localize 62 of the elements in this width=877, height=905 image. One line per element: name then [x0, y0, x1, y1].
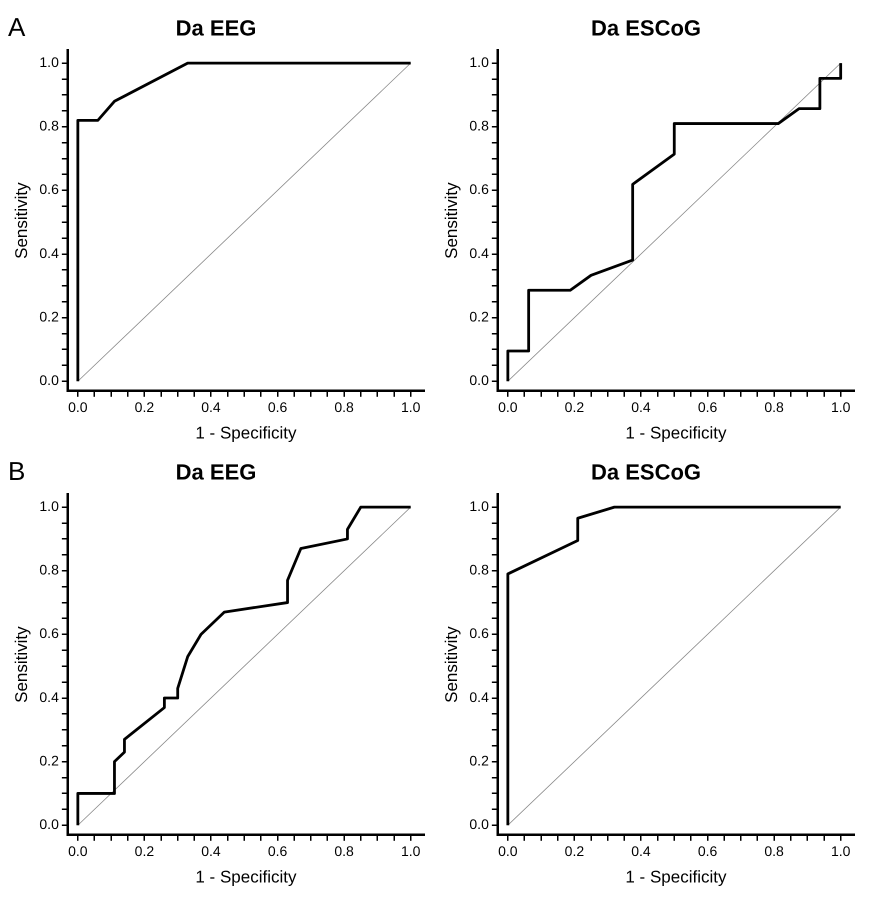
x-tick-label: 0.2 — [134, 843, 154, 860]
y-tick-label: 0.4 — [39, 244, 60, 261]
x-tick-label: 0.6 — [698, 843, 718, 860]
y-tick-label: 0.8 — [39, 562, 60, 578]
x-tick-label: 0.0 — [68, 843, 88, 860]
y-tick-label: 0.2 — [39, 752, 60, 768]
y-axis-title: Sensitivity — [12, 182, 31, 259]
y-tick-label: 1.0 — [39, 54, 60, 70]
y-tick-label: 0.8 — [39, 118, 60, 134]
x-tick-label: 0.8 — [764, 399, 784, 416]
text: B — [8, 456, 26, 487]
y-tick-label: 1.0 — [469, 498, 490, 514]
x-tick-label: 0.0 — [498, 399, 518, 416]
y-tick-label: 1.0 — [469, 54, 490, 70]
x-tick-label: 0.4 — [631, 843, 651, 860]
y-tick-label: 0.6 — [469, 181, 490, 198]
x-tick-label: 1.0 — [830, 843, 851, 860]
chart-title: Da ESCoG — [590, 459, 702, 484]
y-tick-label: 0.6 — [39, 625, 60, 642]
x-tick-label: 0.6 — [698, 399, 718, 416]
x-axis-title: 1 - Specificity — [625, 423, 727, 442]
x-tick-label: 1.0 — [400, 399, 421, 416]
x-tick-label: 0.2 — [134, 399, 154, 416]
x-tick-label: 1.0 — [400, 843, 421, 860]
x-tick-label: 0.6 — [268, 399, 288, 416]
y-tick-label: 0.6 — [469, 625, 490, 642]
x-axis-title: 1 - Specificity — [625, 867, 727, 886]
x-tick-label: 0.2 — [564, 399, 584, 416]
x-tick-label: 0.8 — [334, 843, 354, 860]
y-tick-label: 0.8 — [469, 118, 490, 134]
y-tick-label: 0.2 — [469, 752, 490, 768]
y-tick-label: 0.6 — [39, 181, 60, 198]
x-tick-label: 1.0 — [830, 399, 851, 416]
y-tick-label: 0.0 — [39, 816, 60, 832]
x-tick-label: 0.8 — [334, 399, 354, 416]
y-tick-label: 0.4 — [39, 688, 60, 705]
x-tick-label: 0.6 — [268, 843, 288, 860]
x-axis-title: 1 - Specificity — [195, 423, 297, 442]
y-tick-label: 0.4 — [469, 244, 490, 261]
y-tick-label: 0.4 — [469, 688, 490, 705]
x-tick-label: 0.0 — [68, 399, 88, 416]
y-tick-label: 0.8 — [469, 562, 490, 578]
y-axis-title: Sensitivity — [12, 626, 31, 703]
x-tick-label: 0.0 — [498, 843, 518, 860]
y-tick-label: 0.2 — [469, 308, 490, 324]
x-tick-label: 0.8 — [764, 843, 784, 860]
y-tick-label: 0.0 — [469, 816, 490, 832]
chart-title: Da EEG — [176, 459, 256, 484]
y-axis-title: Sensitivity — [442, 182, 461, 259]
x-axis-title: 1 - Specificity — [195, 867, 297, 886]
y-tick-label: 0.2 — [39, 308, 60, 324]
text: A — [8, 12, 26, 43]
y-tick-label: 0.0 — [469, 372, 490, 388]
y-axis-title: Sensitivity — [442, 626, 461, 703]
x-tick-label: 0.4 — [631, 399, 651, 416]
y-tick-label: 0.0 — [39, 372, 60, 388]
x-tick-label: 0.4 — [201, 399, 221, 416]
chart-title: Da EEG — [176, 15, 256, 40]
x-tick-label: 0.4 — [201, 843, 221, 860]
y-tick-label: 1.0 — [39, 498, 60, 514]
x-tick-label: 0.2 — [564, 843, 584, 860]
chart-title: Da ESCoG — [590, 15, 702, 40]
